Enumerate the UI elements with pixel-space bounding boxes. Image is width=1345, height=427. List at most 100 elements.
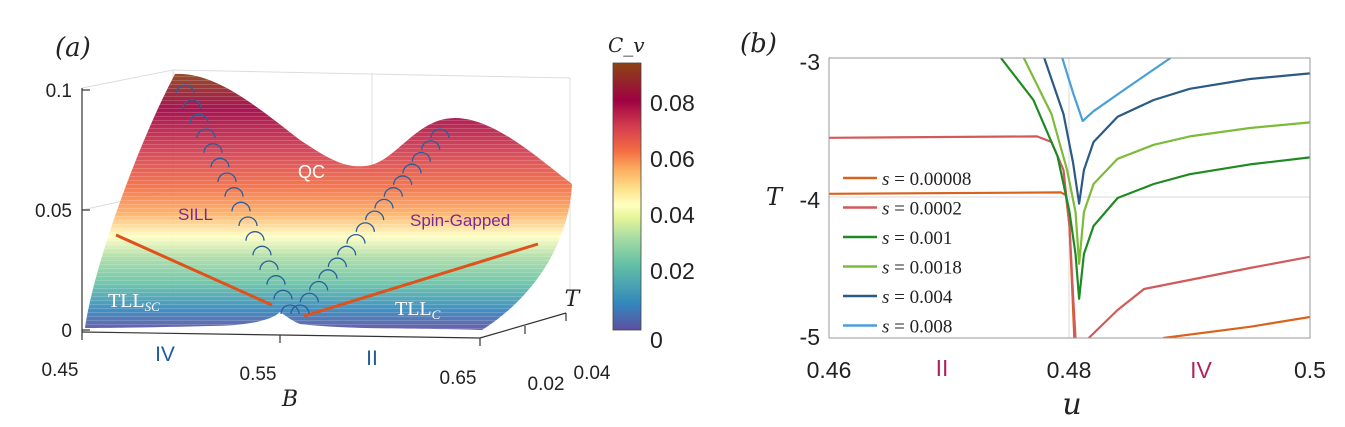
series-line	[1022, 58, 1310, 265]
y-axis-label: T	[565, 287, 582, 312]
colorbar: C_v 0 0.02 0.04 0.06 0.08	[608, 33, 695, 353]
colorbar-tick-0.02: 0.02	[650, 258, 695, 284]
legend-value: = 0.008	[894, 317, 952, 338]
critical-point-marker	[189, 113, 209, 124]
colorbar-tick-0.04: 0.04	[650, 202, 695, 228]
critical-point-marker	[238, 216, 258, 227]
critical-markers	[175, 84, 450, 315]
critical-point-marker	[421, 140, 441, 150]
panel-b-label: (b)	[740, 29, 777, 59]
region-label-iv: IV	[155, 343, 175, 366]
crossover-line-left	[115, 233, 273, 307]
x-tick-0.48: 0.48	[1047, 357, 1092, 383]
x-tick-0.46: 0.46	[807, 357, 852, 383]
region-label-iv-b: IV	[1190, 357, 1212, 383]
critical-point-marker	[182, 99, 202, 109]
critical-point-marker	[393, 175, 413, 185]
legend-value: = 0.0018	[894, 258, 962, 279]
colorbar-label: C_v	[608, 33, 645, 57]
critical-point-marker	[383, 187, 403, 197]
critical-point-marker	[175, 84, 195, 95]
z-tick-0: 0	[61, 321, 72, 342]
critical-point-marker	[411, 151, 431, 162]
series-line	[1000, 58, 1310, 300]
plot-frame	[828, 57, 1311, 339]
y-tick--4: -4	[800, 187, 821, 213]
y-tick--3: -3	[800, 49, 820, 75]
critical-point-marker	[210, 157, 230, 168]
legend-var: s	[882, 258, 894, 279]
critical-point-marker	[355, 222, 375, 232]
tll-c-main: TLL	[395, 298, 432, 320]
critical-point-marker	[224, 187, 244, 197]
critical-point-marker	[245, 231, 265, 241]
z-tick-0.05: 0.05	[35, 201, 72, 222]
x-axis-label-b: u	[1062, 387, 1081, 422]
legend-entry: s = 0.001	[882, 228, 952, 249]
panel-a-label: (a)	[55, 33, 91, 63]
series-line	[829, 135, 1077, 338]
z-tick-0.1: 0.1	[46, 81, 72, 102]
y-tick-0.02: 0.02	[528, 374, 565, 395]
panel-a: (a) 0.1 0.05 0 0.45 0.55 0.65 0.02 0.04 …	[35, 33, 695, 412]
series-line	[1061, 58, 1172, 123]
critical-point-marker	[203, 143, 223, 153]
legend-entry: s = 0.0018	[882, 258, 962, 279]
x-axis-label: B	[281, 387, 298, 412]
critical-point-marker	[430, 128, 450, 139]
legend-var: s	[882, 317, 894, 338]
legend-var: s	[882, 287, 894, 308]
critical-point-marker	[309, 280, 329, 291]
critical-point-marker	[346, 233, 366, 244]
legend-var: s	[882, 199, 894, 220]
tll-c-sub: C	[432, 307, 441, 322]
y-tick-0.04: 0.04	[574, 363, 611, 384]
legend-entry: s = 0.00008	[882, 169, 971, 190]
legend-var: s	[882, 169, 894, 190]
critical-point-marker	[337, 245, 357, 256]
colorbar-tick-0.06: 0.06	[650, 146, 695, 172]
legend-value: = 0.004	[894, 287, 953, 308]
critical-point-marker	[365, 210, 385, 221]
series-lines	[829, 58, 1310, 338]
tll-sc-sub: SC	[145, 299, 161, 314]
critical-point-marker	[290, 304, 310, 315]
y-tick--5: -5	[800, 324, 820, 350]
critical-point-marker	[266, 275, 286, 285]
critical-point-marker	[196, 128, 216, 139]
critical-point-marker	[318, 269, 338, 279]
phase-label-sill: SILL	[178, 205, 213, 224]
legend-value: = 0.0002	[894, 199, 962, 220]
phase-label-spin-gapped: Spin-Gapped	[410, 211, 510, 230]
critical-point-marker	[327, 257, 347, 268]
colorbar-tick-0.08: 0.08	[650, 90, 695, 116]
critical-point-marker	[259, 260, 279, 271]
tll-sc-main: TLL	[108, 290, 145, 312]
critical-point-marker	[374, 198, 394, 209]
phase-label-qc: QC	[298, 162, 325, 182]
phase-label-tll-c: TLLC	[395, 298, 441, 322]
x-tick-0.5: 0.5	[1294, 357, 1326, 383]
surface-mesh	[85, 73, 572, 330]
colorbar-gradient	[612, 62, 642, 331]
critical-point-marker	[299, 292, 319, 303]
critical-point-marker	[231, 201, 251, 212]
x-tick-0.55: 0.55	[240, 364, 277, 385]
region-label-ii: II	[366, 347, 378, 370]
series-line	[1087, 255, 1310, 338]
legend-entry: s = 0.0002	[882, 199, 962, 220]
legend-value: = 0.001	[894, 228, 952, 249]
crossover-line-right	[303, 242, 539, 318]
legend-entry: s = 0.008	[882, 317, 952, 338]
critical-point-marker	[280, 304, 300, 315]
region-label-ii-b: II	[936, 355, 949, 381]
critical-point-marker	[217, 172, 237, 183]
series-line	[1043, 58, 1310, 205]
x-tick-0.45: 0.45	[42, 360, 79, 381]
y-axis-label-b: T	[766, 183, 784, 211]
colorbar-tick-0: 0	[650, 327, 663, 353]
series-line	[1163, 315, 1310, 338]
critical-point-marker	[252, 245, 272, 256]
